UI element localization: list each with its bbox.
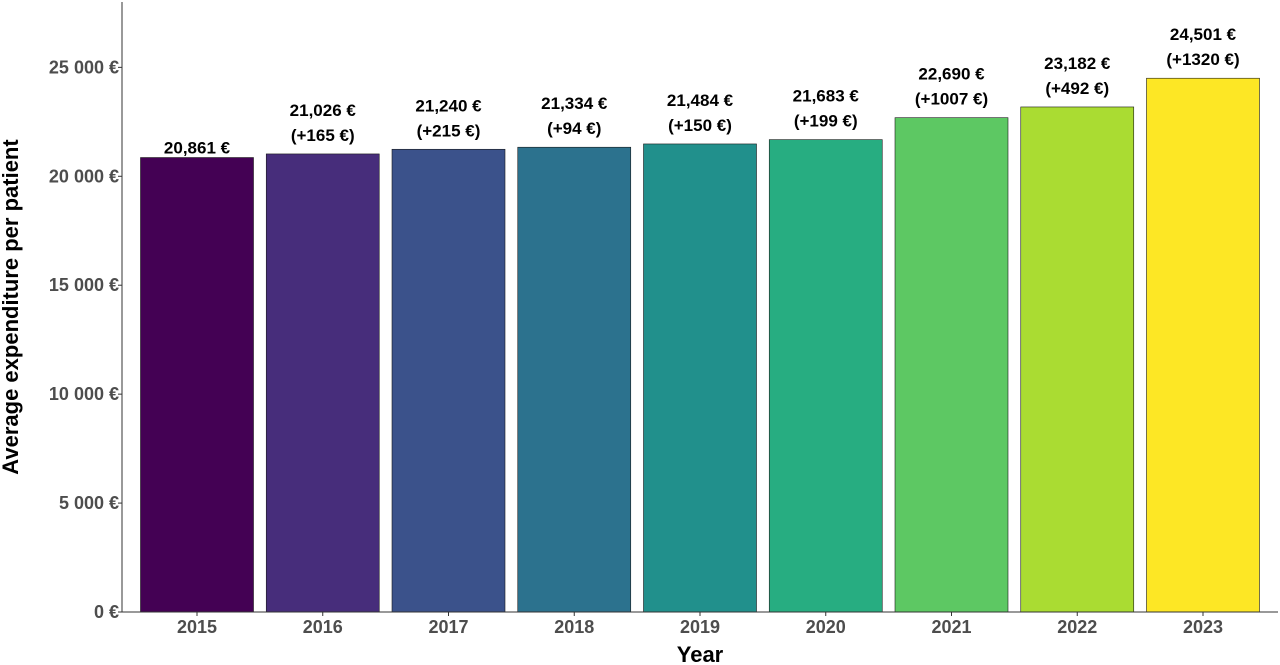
bar-change-label: (+1007 €) (915, 90, 988, 109)
y-tick-label: 20 000 € (49, 166, 119, 186)
bar-value-label: 24,501 € (1170, 25, 1237, 44)
y-axis-title: Average expenditure per patient (0, 139, 23, 475)
bar-2022 (1020, 106, 1135, 613)
x-tick-label: 2020 (806, 617, 846, 637)
bar-2023 (1146, 77, 1260, 613)
y-tick-label: 0 € (94, 602, 119, 622)
x-tick-label: 2018 (554, 617, 594, 637)
bar-2016 (265, 153, 380, 613)
x-tick-label: 2015 (177, 617, 217, 637)
bar-2019 (643, 143, 757, 613)
bar-change-label: (+94 €) (547, 119, 601, 138)
bar-change-label: (+492 €) (1045, 79, 1109, 98)
x-axis: 2015 2016 2017 2018 2019 2020 2021 2022 2023 (122, 611, 1278, 637)
bar-value-label: 20,861 € (164, 139, 231, 158)
bar-2017 (391, 148, 506, 613)
y-tick-label: 5 000 € (59, 493, 119, 513)
bar-2021 (894, 117, 1009, 613)
x-tick-label: 2016 (303, 617, 343, 637)
x-tick-label: 2022 (1057, 617, 1097, 637)
bar-value-label: 21,484 € (667, 91, 734, 110)
bar-change-label: (+215 €) (417, 121, 481, 140)
y-tick-label: 15 000 € (49, 275, 119, 295)
bar-value-label: 22,690 € (918, 65, 985, 84)
bar-change-label: (+199 €) (794, 112, 858, 131)
bar-value-label: 23,182 € (1044, 54, 1111, 73)
x-axis-title: Year (677, 642, 724, 665)
y-tick-label: 25 000 € (49, 57, 119, 77)
bar-value-label: 21,026 € (290, 101, 357, 120)
bar-value-label: 21,334 € (541, 94, 608, 113)
x-tick-label: 2019 (680, 617, 720, 637)
x-tick-label: 2023 (1183, 617, 1223, 637)
bar-2020 (768, 139, 883, 613)
bars-layer (140, 77, 1260, 613)
bar-value-label: 21,240 € (415, 96, 482, 115)
x-tick-label: 2017 (428, 617, 468, 637)
bar-change-label: (+165 €) (291, 126, 355, 145)
bar-2018 (517, 146, 632, 613)
x-tick-label: 2021 (931, 617, 971, 637)
bar-labels-layer: 20,861 € 21,026 € (+165 €) 21,240 € (+215 €)… (164, 25, 1240, 157)
bar-2015 (140, 157, 254, 613)
y-tick-label: 10 000 € (49, 384, 119, 404)
bar-value-label: 21,683 € (793, 87, 860, 106)
bar-change-label: (+150 €) (668, 116, 732, 135)
bar-change-label: (+1320 €) (1166, 50, 1239, 69)
y-axis: 0 € 5 000 € 10 000 € 15 000 € 20 000 € 25 000… (49, 2, 123, 622)
